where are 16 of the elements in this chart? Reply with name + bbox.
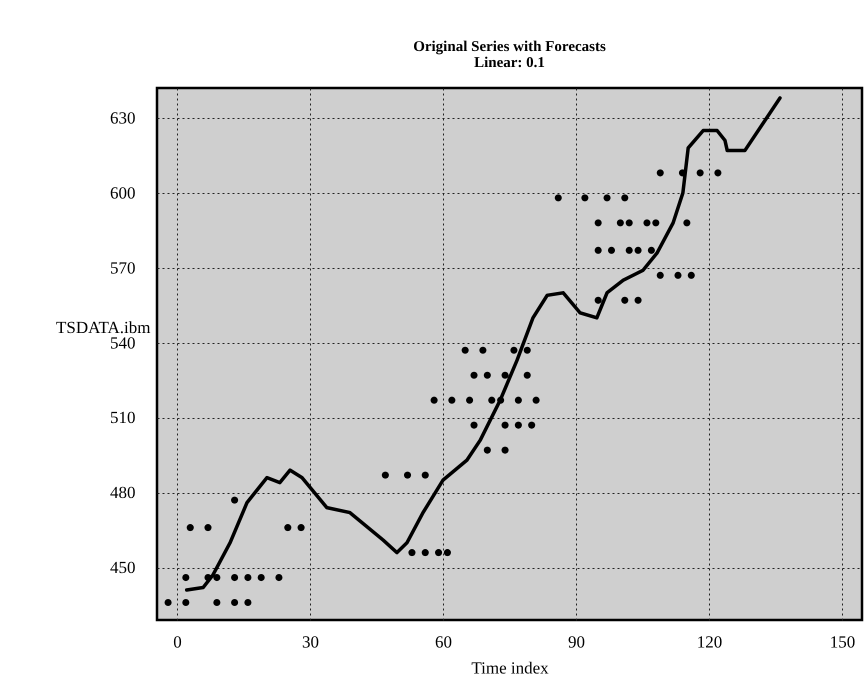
x-tick-label: 60 (434, 632, 452, 652)
y-tick-label: 480 (110, 483, 136, 502)
x-tick-label: 150 (830, 632, 856, 652)
x-tick-label: 0 (173, 632, 182, 652)
chart-subtitle: Linear: 0.1 (474, 55, 545, 71)
y-tick-label: 600 (110, 183, 136, 202)
x-tick-label: 120 (696, 632, 722, 652)
x-axis-title: Time index (471, 658, 550, 678)
x-tick-label: 90 (568, 632, 586, 652)
y-tick-label: 570 (110, 258, 136, 278)
x-tick-label: 30 (302, 632, 319, 652)
line-series (184, 96, 782, 592)
y-tick-label: 510 (110, 408, 136, 428)
chart-title: Original Series with Forecasts (413, 39, 606, 55)
y-tick-label: 630 (110, 108, 136, 128)
y-tick-label: 450 (110, 558, 136, 578)
